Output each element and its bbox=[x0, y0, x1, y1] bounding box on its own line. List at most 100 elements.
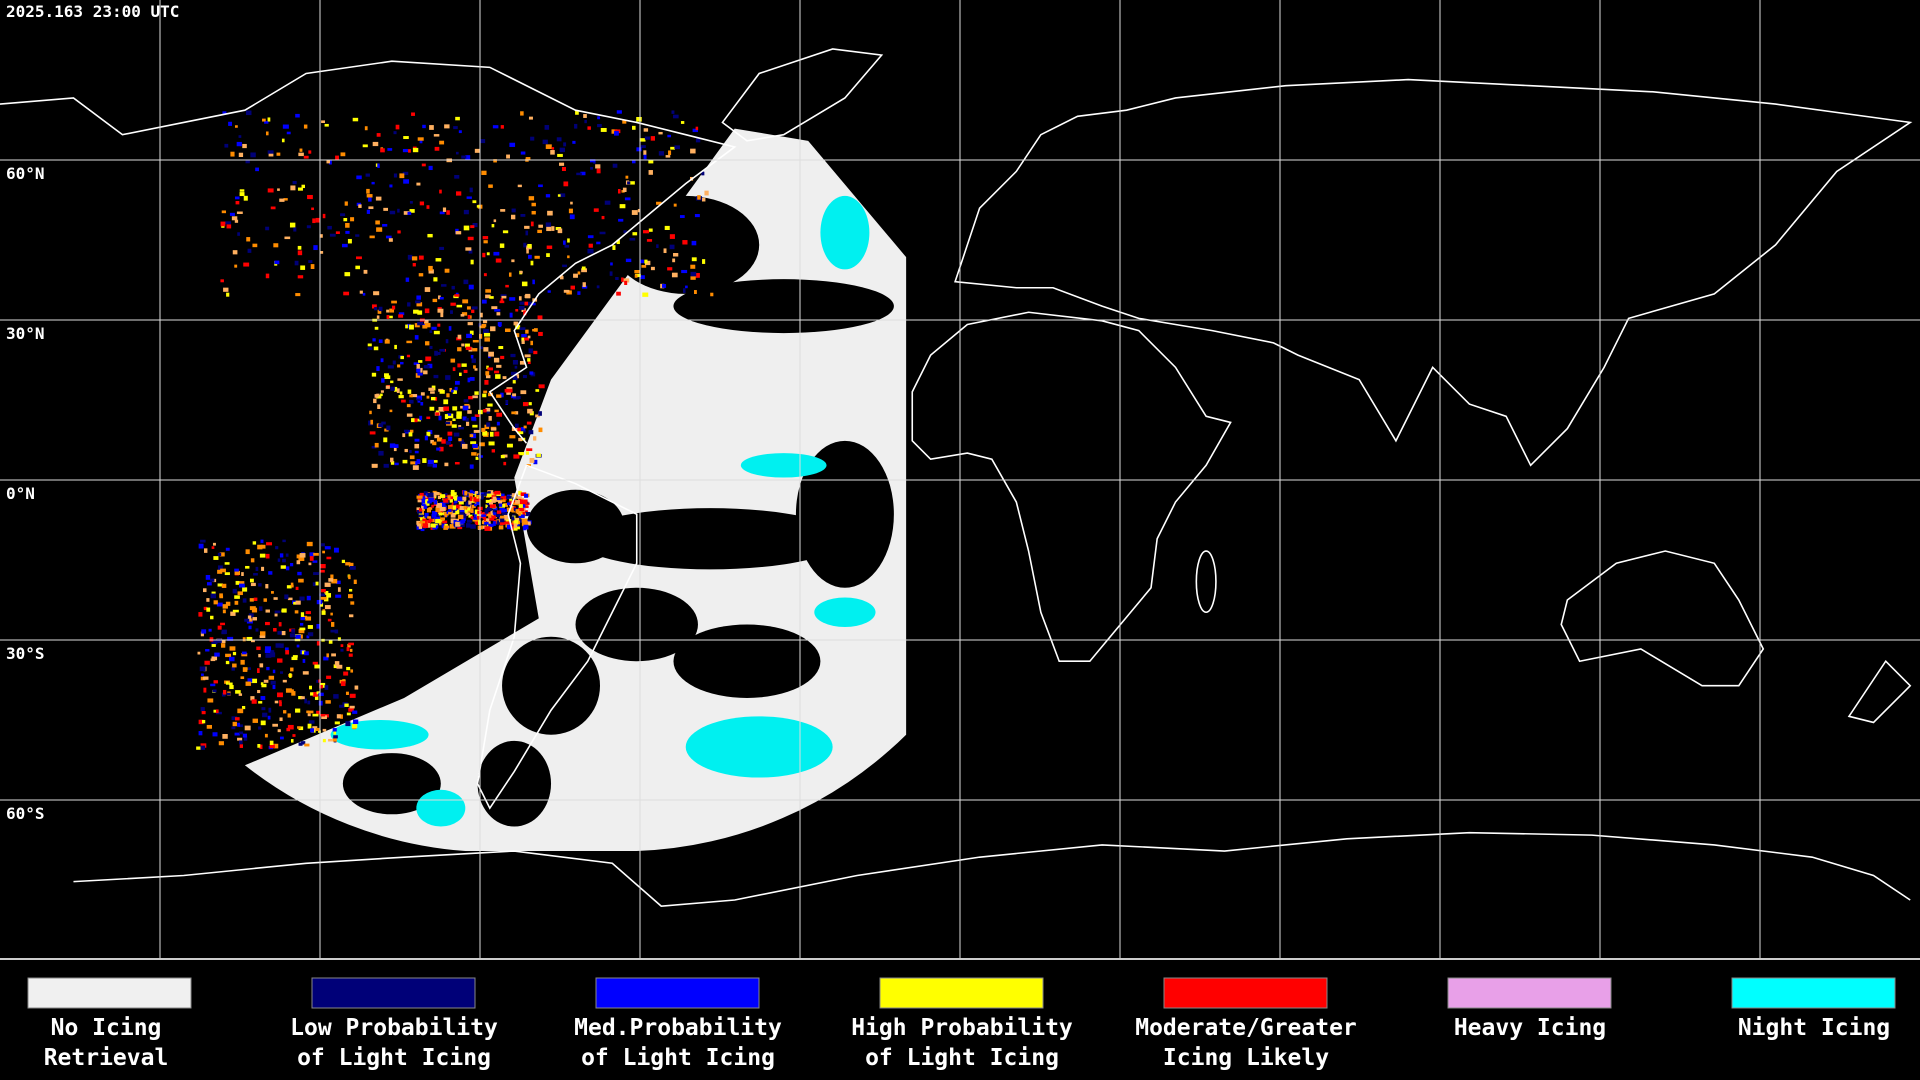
speckle bbox=[426, 431, 431, 437]
speckle bbox=[221, 643, 226, 648]
speckle bbox=[268, 153, 274, 157]
speckle bbox=[326, 159, 330, 164]
speckle bbox=[340, 648, 344, 652]
speckle bbox=[298, 557, 305, 561]
speckle bbox=[500, 493, 505, 497]
speckle bbox=[275, 546, 279, 550]
speckle bbox=[431, 518, 437, 523]
speckle bbox=[493, 251, 500, 256]
speckle bbox=[467, 377, 471, 383]
speckle bbox=[469, 187, 473, 193]
speckle bbox=[245, 681, 251, 686]
speckle bbox=[469, 330, 474, 335]
speckle bbox=[397, 208, 400, 213]
speckle bbox=[212, 732, 218, 737]
speckle bbox=[220, 279, 224, 283]
lat-label: 60°N bbox=[6, 164, 45, 183]
speckle bbox=[471, 309, 475, 313]
speckle bbox=[347, 238, 352, 244]
speckle bbox=[526, 249, 529, 254]
speckle bbox=[333, 735, 338, 739]
speckle bbox=[563, 142, 567, 147]
speckle bbox=[529, 371, 534, 375]
speckle bbox=[435, 525, 439, 529]
speckle bbox=[229, 646, 236, 651]
speckle bbox=[397, 230, 401, 234]
speckle bbox=[235, 690, 241, 694]
speckle bbox=[482, 514, 487, 520]
speckle bbox=[679, 215, 685, 219]
speckle bbox=[354, 685, 359, 690]
speckle bbox=[234, 717, 240, 721]
speckle bbox=[489, 431, 494, 437]
speckle bbox=[511, 508, 516, 513]
speckle bbox=[455, 504, 462, 509]
speckle bbox=[513, 519, 519, 525]
speckle bbox=[335, 231, 340, 234]
speckle bbox=[481, 323, 487, 327]
speckle bbox=[257, 668, 260, 673]
speckle bbox=[481, 514, 486, 517]
speckle bbox=[702, 259, 706, 264]
speckle bbox=[417, 137, 424, 141]
speckle bbox=[644, 136, 650, 140]
speckle bbox=[486, 501, 491, 506]
speckle bbox=[415, 300, 421, 304]
speckle bbox=[408, 324, 414, 330]
speckle bbox=[292, 181, 297, 185]
speckle bbox=[424, 512, 429, 518]
speckle bbox=[355, 265, 360, 270]
speckle bbox=[462, 299, 469, 304]
speckle bbox=[268, 707, 272, 713]
speckle bbox=[307, 632, 314, 637]
speckle bbox=[249, 578, 254, 583]
speckle bbox=[467, 512, 471, 516]
speckle bbox=[316, 691, 321, 695]
speckle bbox=[701, 197, 706, 202]
speckle bbox=[204, 660, 210, 665]
speckle bbox=[405, 277, 410, 282]
speckle bbox=[244, 618, 250, 622]
speckle bbox=[277, 188, 280, 191]
speckle bbox=[466, 196, 472, 199]
speckle bbox=[285, 688, 292, 693]
speckle bbox=[474, 148, 480, 153]
speckle bbox=[481, 525, 487, 529]
speckle bbox=[522, 402, 529, 407]
speckle bbox=[533, 459, 538, 465]
speckle bbox=[514, 517, 520, 521]
speckle bbox=[440, 494, 446, 498]
speckle bbox=[312, 582, 316, 587]
speckle bbox=[460, 405, 464, 409]
speckle bbox=[450, 492, 457, 496]
speckle bbox=[282, 679, 287, 683]
speckle bbox=[644, 260, 651, 266]
speckle bbox=[377, 309, 382, 314]
lat-label: 60°S bbox=[6, 804, 45, 823]
speckle bbox=[442, 494, 449, 499]
speckle bbox=[311, 207, 314, 211]
speckle bbox=[301, 650, 306, 655]
speckle bbox=[225, 221, 231, 225]
speckle bbox=[307, 713, 311, 717]
speckle bbox=[492, 512, 496, 515]
speckle bbox=[349, 648, 353, 652]
speckle bbox=[299, 627, 306, 631]
speckle bbox=[231, 726, 236, 730]
speckle bbox=[672, 258, 676, 263]
speckle bbox=[349, 693, 356, 698]
speckle bbox=[306, 710, 310, 714]
speckle bbox=[319, 234, 323, 238]
speckle bbox=[650, 136, 656, 141]
speckle bbox=[457, 514, 464, 520]
speckle bbox=[710, 292, 714, 297]
speckle bbox=[328, 578, 334, 582]
speckle bbox=[435, 507, 441, 512]
speckle bbox=[309, 552, 315, 557]
speckle bbox=[247, 678, 253, 683]
speckle bbox=[261, 544, 266, 549]
speckle bbox=[491, 306, 498, 310]
speckle bbox=[444, 462, 449, 467]
speckle bbox=[518, 452, 525, 456]
speckle bbox=[417, 497, 423, 503]
